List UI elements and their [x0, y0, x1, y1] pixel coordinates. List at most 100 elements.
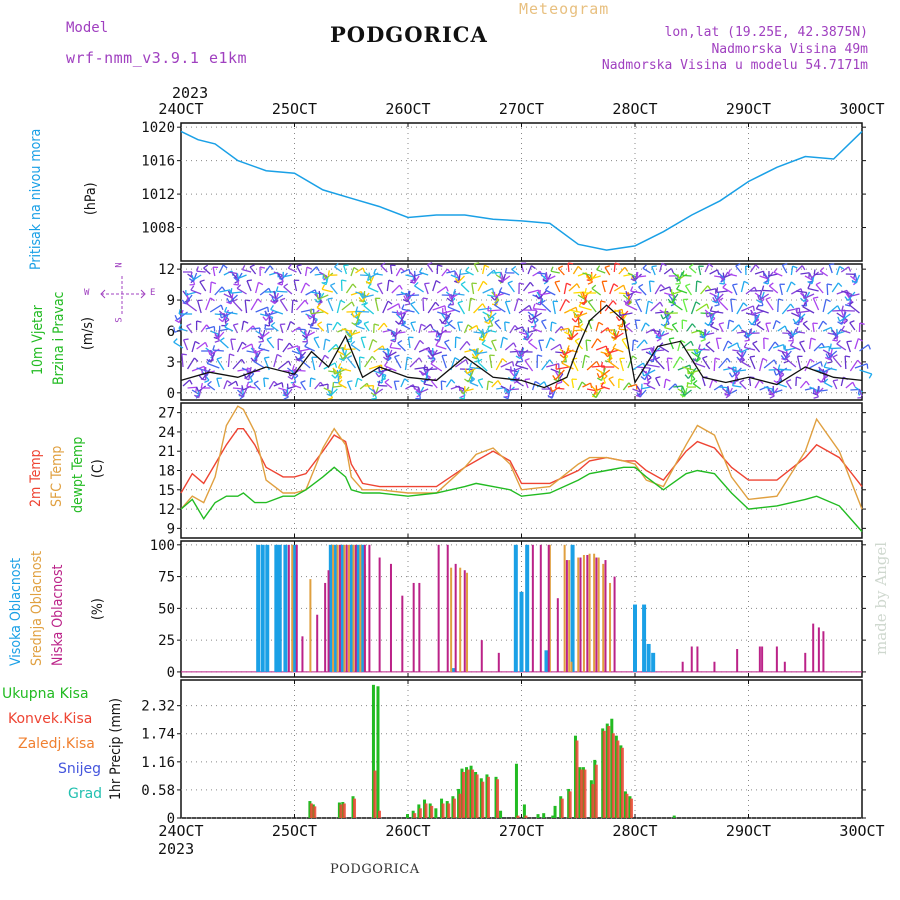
- wind-barb: [832, 380, 838, 390]
- wind-barb: [446, 270, 456, 274]
- conv-precip-bar: [625, 793, 629, 818]
- x-tick-label-top: 24OCT: [158, 100, 203, 118]
- wind-barb: [316, 306, 329, 315]
- wind-barb: [851, 279, 857, 284]
- wind-barb: [329, 285, 338, 295]
- wind-barb: [810, 337, 816, 341]
- wind-barb: [210, 351, 216, 363]
- wind-barb: [659, 345, 670, 353]
- wind-barb: [253, 380, 259, 384]
- precip-legend-frz: Zaledj.Kisa: [18, 736, 95, 752]
- wind-barb: [504, 301, 511, 315]
- wind-barb: [531, 313, 537, 327]
- conv-precip-bar: [616, 740, 620, 818]
- wind-barb: [249, 264, 255, 268]
- wind-barb: [736, 342, 740, 348]
- wind-barb: [812, 392, 818, 396]
- wind-barb: [537, 354, 543, 357]
- wind-barb: [242, 269, 252, 273]
- wind-barb: [663, 267, 672, 275]
- wind-barb: [261, 331, 270, 339]
- wind-barb: [805, 380, 810, 386]
- wind-barb: [277, 282, 283, 286]
- wind-barb: [515, 380, 524, 387]
- wind-barb: [586, 339, 592, 342]
- wind-barb: [630, 286, 634, 292]
- low-cloud-bar: [613, 576, 616, 672]
- wind-barb: [300, 282, 307, 294]
- wind-barb: [836, 328, 838, 334]
- wind-barb: [729, 381, 736, 385]
- wind-barb: [841, 329, 851, 334]
- wind-barb: [848, 304, 860, 314]
- wind-barb: [500, 276, 504, 282]
- x-tick-label-top: 30OCT: [839, 100, 884, 118]
- wind-barb: [382, 356, 388, 361]
- wind-barb: [191, 389, 201, 396]
- wind-barb: [190, 289, 202, 295]
- wind-barb: [296, 299, 306, 311]
- wind-barb: [457, 275, 465, 283]
- wind-barb: [648, 300, 654, 304]
- wind-barb: [484, 264, 490, 268]
- wind-barb: [611, 336, 616, 340]
- wind-barb: [829, 348, 833, 360]
- wind-barb: [396, 331, 406, 334]
- wind-barb: [434, 301, 440, 307]
- wind-barb: [347, 355, 353, 359]
- wind-barb: [630, 278, 636, 282]
- wind-barb: [373, 268, 377, 274]
- wind-barb: [665, 378, 671, 382]
- wind-barb: [299, 356, 305, 360]
- wind-barb: [404, 357, 408, 371]
- wind-barb: [330, 388, 338, 396]
- wind-barb: [800, 272, 810, 275]
- wind-barb: [351, 322, 357, 326]
- wind-barb: [836, 266, 841, 276]
- wind-barb: [217, 331, 225, 340]
- wind-barb: [586, 388, 597, 392]
- wind-barb: [731, 284, 738, 296]
- wind-barb: [236, 272, 243, 282]
- wind-barb: [352, 283, 357, 289]
- wind-barb: [430, 363, 443, 372]
- wind-barb: [253, 360, 266, 369]
- wind-barb: [263, 377, 266, 388]
- wind-barb: [441, 380, 447, 383]
- wind-barb: [486, 312, 497, 323]
- wind-barb: [427, 301, 436, 314]
- wind-barb: [600, 327, 609, 334]
- wind-barb: [641, 347, 653, 351]
- wind-barb: [339, 357, 345, 362]
- wind-barb: [745, 286, 755, 295]
- wind-barb: [718, 386, 728, 389]
- wind-barb: [696, 280, 702, 284]
- wind-barb: [735, 372, 741, 377]
- low-cloud-bar: [378, 557, 381, 672]
- wind-barb: [559, 348, 569, 357]
- high-cloud-bar: [360, 544, 365, 672]
- wind-barb: [624, 300, 629, 305]
- wind-barb: [528, 314, 532, 320]
- wind-barb: [238, 393, 244, 398]
- wind-barb: [205, 325, 215, 330]
- wind-barb: [405, 274, 415, 278]
- wind-barb: [695, 301, 701, 306]
- wind-barb: [287, 345, 299, 350]
- wind-barb: [796, 310, 810, 314]
- wind-barb: [396, 292, 408, 296]
- wind-barb: [531, 265, 536, 270]
- total-precip-bar: [514, 763, 518, 818]
- wind-barb: [518, 331, 528, 336]
- wind-barb: [375, 372, 380, 378]
- wind-barb: [363, 305, 375, 315]
- high-cloud-bar: [519, 591, 524, 672]
- wind-barb: [595, 385, 598, 391]
- wind-barb: [459, 397, 465, 400]
- wind-barb: [207, 380, 212, 386]
- wind-barb: [257, 298, 262, 303]
- wind-barb: [855, 274, 861, 284]
- wind-barb: [514, 326, 524, 331]
- wind-barb: [495, 358, 503, 371]
- wind-barb: [219, 312, 222, 319]
